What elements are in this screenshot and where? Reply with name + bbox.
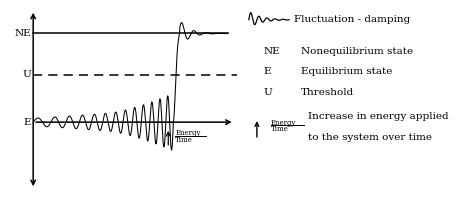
Text: Time: Time (271, 125, 289, 133)
Text: Fluctuation - damping: Fluctuation - damping (294, 15, 410, 24)
Text: E: E (263, 67, 271, 76)
Text: Equilibrium state: Equilibrium state (301, 67, 392, 76)
Text: NE: NE (263, 47, 280, 56)
Text: U: U (263, 88, 272, 97)
Text: U: U (22, 70, 31, 79)
Text: Threshold: Threshold (301, 88, 354, 97)
Text: Increase in energy applied: Increase in energy applied (308, 112, 449, 121)
Text: E: E (23, 118, 31, 127)
Text: Time: Time (175, 136, 193, 144)
Text: Nonequilibrium state: Nonequilibrium state (301, 47, 413, 56)
Text: to the system over time: to the system over time (308, 133, 432, 142)
Text: Energy: Energy (271, 119, 297, 127)
Text: NE: NE (14, 29, 31, 38)
Text: Energy: Energy (175, 129, 201, 137)
